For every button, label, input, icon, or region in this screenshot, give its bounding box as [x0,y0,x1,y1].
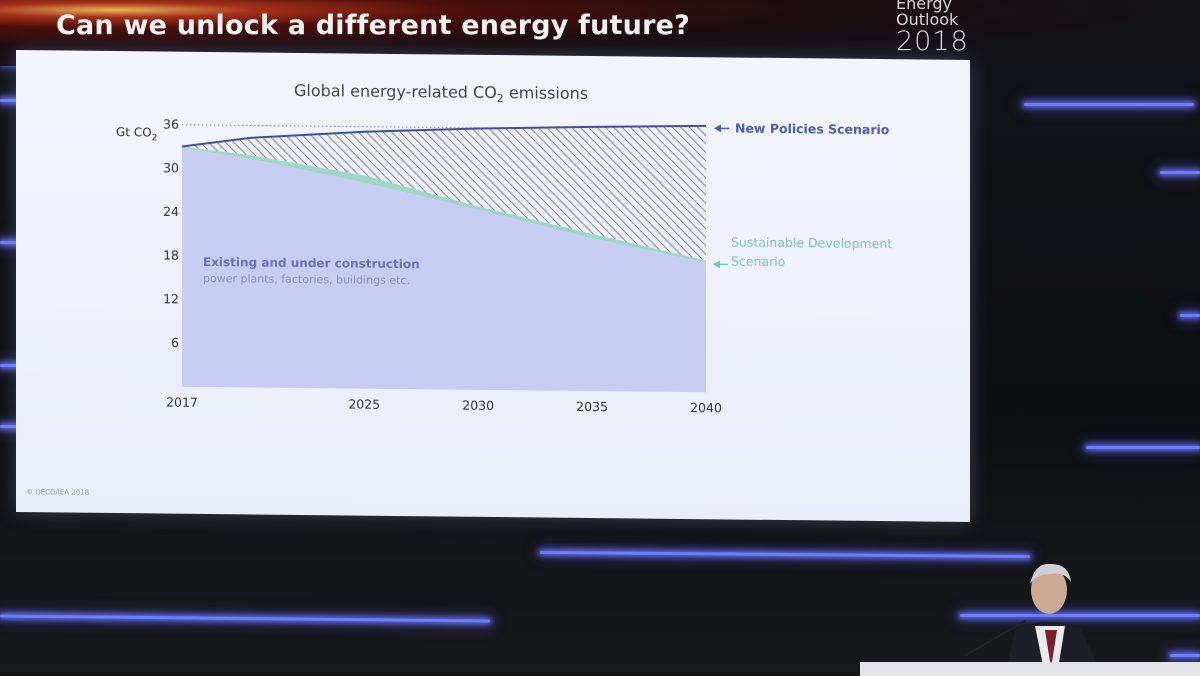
y-tick-label: 12 [163,291,179,306]
y-tick-label: 24 [163,204,179,219]
y-tick-label: 6 [171,335,179,350]
projection-screen: Global energy-related CO2 emissions Gt C… [16,50,970,522]
x-tick-label: 2040 [690,400,722,415]
x-tick-labels: 2017 2025 2030 2035 2040 [166,395,722,416]
y-axis-label: Gt CO2 [116,125,157,143]
chart-title: Global energy-related CO2 emissions [294,81,588,106]
copyright-credit: © OECD/IEA 2018 [26,488,89,497]
y-tick-label: 36 [163,117,179,132]
y-tick-label: 30 [163,160,179,175]
npp-label: New Policies Scenario [735,121,890,138]
speaker [985,560,1125,675]
y-tick-label: 18 [163,248,179,263]
sds-annotation: Sustainable Development Scenario [713,234,892,270]
logo-year: 2018 [896,28,976,55]
x-tick-label: 2017 [166,395,198,410]
npp-annotation: New Policies Scenario [714,120,890,137]
podium [860,662,1200,676]
x-tick-label: 2035 [576,399,608,414]
stage-light [1170,654,1200,657]
outlook-logo: Energy Outlook 2018 [896,0,976,55]
emissions-chart: Global energy-related CO2 emissions Gt C… [16,50,970,522]
sds-label: Sustainable Development [731,234,892,251]
area-label: Existing and under construction [203,255,420,271]
x-tick-label: 2030 [462,398,494,413]
area-sublabel: power plants, factories, buildings etc. [203,272,410,287]
sds-label: Scenario [731,253,785,269]
y-tick-labels: 6 12 18 24 30 36 [163,117,179,351]
stage-light [1160,171,1200,174]
x-tick-label: 2025 [348,396,380,411]
stage-light [1086,446,1200,449]
stage-light [1024,103,1194,106]
slide-title: Can we unlock a different energy future? [56,10,690,41]
stage-light [1180,314,1200,317]
